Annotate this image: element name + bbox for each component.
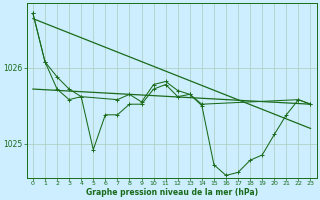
X-axis label: Graphe pression niveau de la mer (hPa): Graphe pression niveau de la mer (hPa) <box>86 188 258 197</box>
